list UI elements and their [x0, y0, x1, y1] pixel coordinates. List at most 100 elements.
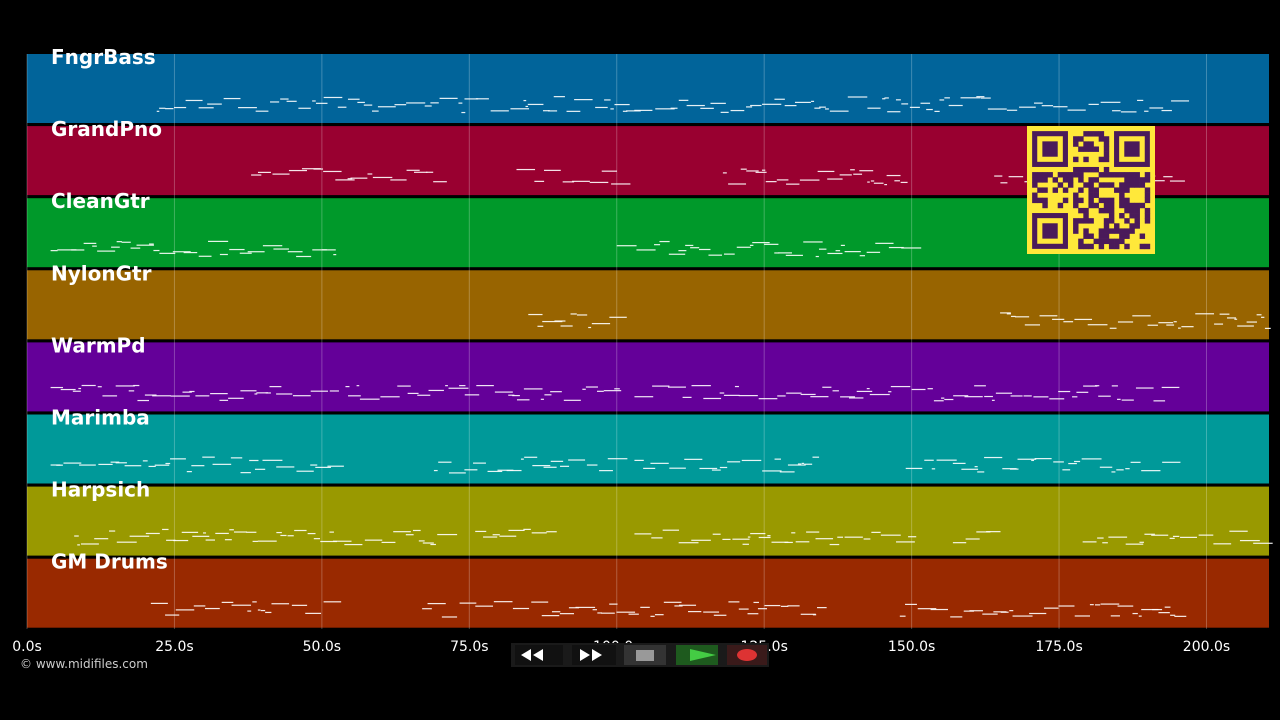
qr-module [1124, 182, 1130, 188]
note [801, 462, 805, 465]
note [1178, 327, 1181, 329]
rewind-button[interactable] [515, 645, 563, 665]
note [142, 460, 148, 462]
note [784, 104, 797, 107]
qr-finder [1042, 141, 1058, 157]
qr-module [1103, 228, 1110, 234]
note [668, 253, 686, 255]
note [475, 98, 489, 100]
time-axis: 0.0s25.0s50.0s75.0s100.0s125.0s150.0s175… [12, 639, 1230, 655]
note [98, 463, 113, 466]
tick-label: 0.0s [12, 639, 42, 655]
note [191, 465, 205, 467]
note [850, 169, 855, 171]
track-name: WarmPd [51, 333, 146, 357]
play-button[interactable] [676, 645, 718, 665]
note [601, 612, 615, 614]
qr-module [1144, 197, 1151, 204]
note [475, 530, 487, 533]
qr-module [1108, 172, 1115, 178]
note [448, 472, 466, 474]
notes [50, 96, 1273, 618]
note [794, 101, 811, 103]
note [298, 107, 311, 109]
note [738, 394, 758, 397]
note [1256, 314, 1262, 316]
note [185, 99, 203, 102]
note [116, 241, 122, 243]
note [974, 385, 986, 387]
qr-module [1052, 177, 1059, 183]
note [1041, 105, 1054, 107]
note [1010, 315, 1016, 318]
qr-module [1103, 141, 1110, 147]
qr-module [1042, 202, 1048, 209]
stop-button[interactable] [624, 645, 666, 665]
note [364, 539, 383, 541]
note [1074, 460, 1081, 463]
note [761, 169, 766, 171]
note [523, 388, 543, 390]
qr-module [1083, 228, 1089, 234]
note [736, 246, 751, 248]
qr-module [1037, 197, 1043, 204]
note [603, 390, 622, 392]
qr-module [1144, 177, 1151, 183]
qr-module [1083, 233, 1089, 239]
note [784, 541, 793, 544]
note [458, 102, 463, 104]
note [1169, 537, 1175, 539]
note [980, 97, 991, 99]
note [195, 395, 210, 397]
note [542, 110, 550, 112]
note [152, 395, 171, 397]
note [728, 183, 747, 185]
note [265, 611, 272, 614]
qr-module [1088, 187, 1094, 193]
note [682, 396, 692, 398]
qr-module [1073, 192, 1079, 198]
note [347, 98, 360, 100]
note [240, 472, 251, 474]
qr-module [1067, 182, 1074, 188]
record-button[interactable] [727, 645, 767, 665]
note [1173, 321, 1177, 323]
note [165, 614, 180, 616]
note [1144, 110, 1149, 112]
qr-finder [1042, 223, 1058, 239]
note [1044, 607, 1059, 609]
note [212, 463, 232, 465]
note [887, 111, 901, 113]
note [976, 96, 985, 98]
note [345, 385, 350, 388]
note [1158, 612, 1170, 614]
qr-module [1119, 202, 1125, 209]
note [827, 252, 843, 255]
note [198, 107, 214, 109]
note [136, 244, 154, 246]
note [815, 538, 834, 540]
note [254, 393, 258, 395]
note [246, 531, 257, 533]
tick-label: 150.0s [888, 639, 935, 655]
track-name: Harpsich [51, 478, 150, 502]
note [543, 169, 561, 171]
note [952, 542, 967, 544]
note [109, 530, 116, 532]
note [554, 320, 566, 322]
qr-module [1139, 182, 1146, 188]
note [223, 97, 241, 100]
note [202, 456, 215, 458]
note [531, 601, 549, 603]
note [286, 100, 297, 102]
note [964, 396, 983, 398]
note [523, 528, 531, 530]
note [1058, 605, 1075, 607]
forward-button[interactable] [572, 645, 616, 665]
note [280, 534, 287, 537]
note [576, 314, 588, 316]
note [588, 326, 592, 329]
note [974, 466, 978, 468]
note [192, 535, 210, 537]
note [592, 609, 597, 611]
